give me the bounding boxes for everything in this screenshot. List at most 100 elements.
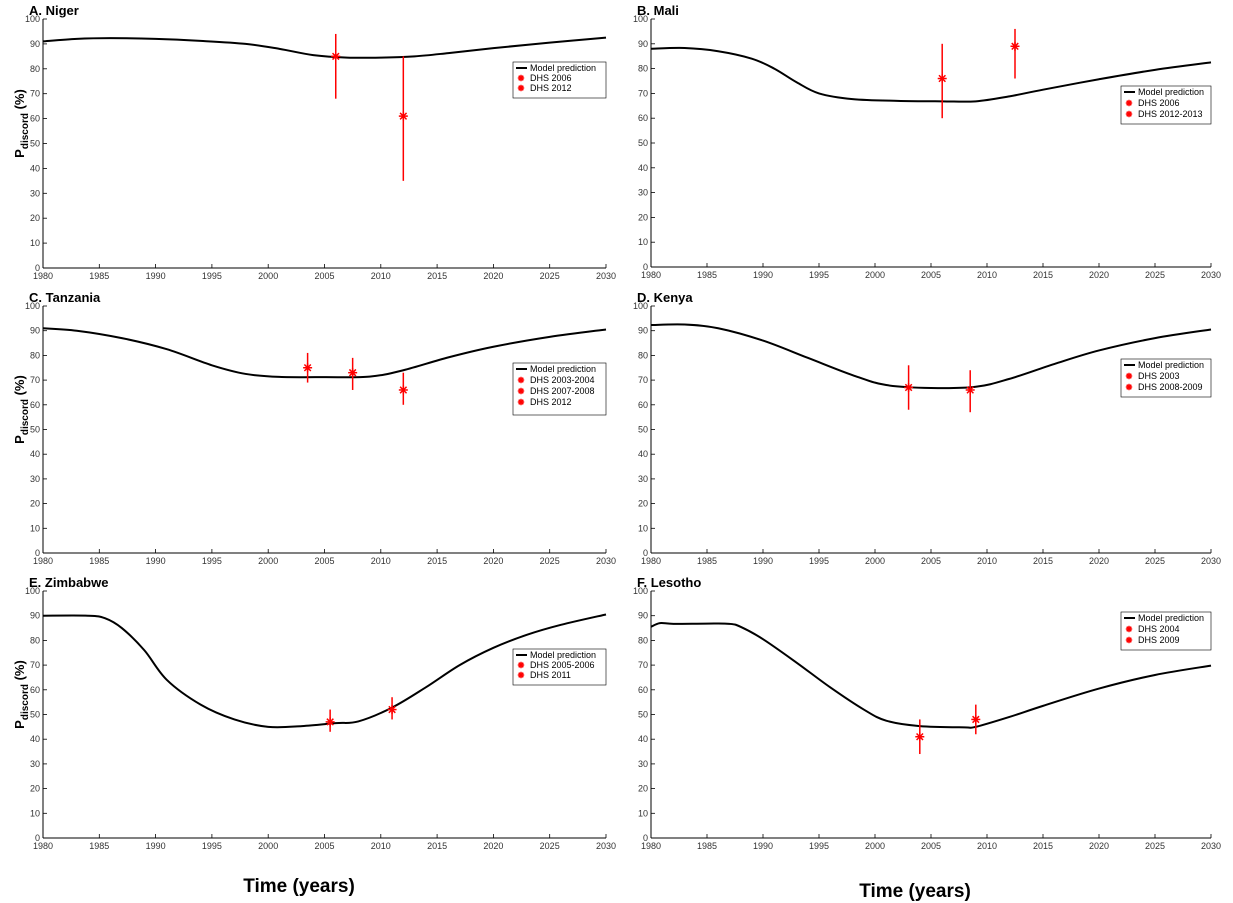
dhs-marker (303, 363, 313, 373)
x-tick-label: 2015 (427, 556, 447, 566)
x-tick-label: 2025 (1145, 270, 1165, 280)
y-tick-label: 30 (30, 188, 40, 198)
x-tick-label: 2015 (1033, 270, 1053, 280)
y-axis-label: Pdiscord (%) (12, 89, 31, 158)
x-tick-label: 1990 (146, 556, 166, 566)
dhs-marker-stroke (399, 112, 408, 120)
y-tick-label: 90 (30, 611, 40, 621)
dhs-marker (1010, 41, 1020, 51)
dhs-point (915, 719, 925, 755)
y-tick-label: 100 (633, 14, 648, 24)
y-tick-label: 40 (638, 449, 648, 459)
y-tick-label: 80 (638, 64, 648, 74)
dhs-marker (971, 714, 981, 724)
legend-box (512, 648, 607, 686)
x-tick-label: 2025 (1145, 841, 1165, 851)
y-tick-label: 70 (638, 88, 648, 98)
legend-label: DHS 2006 (1138, 98, 1180, 108)
dhs-marker-stroke (1126, 637, 1132, 643)
model-prediction-line (42, 327, 607, 379)
y-tick-label: 60 (30, 400, 40, 410)
x-tick-label: 2010 (371, 271, 391, 281)
dhs-point (387, 697, 397, 720)
x-tick-label: 1980 (33, 271, 53, 281)
x-tick-label: 2015 (427, 271, 447, 281)
legend-box (1120, 85, 1212, 125)
y-tick-label: 30 (30, 474, 40, 484)
dhs-point (348, 357, 358, 390)
legend-label: DHS 2012 (530, 397, 572, 407)
legend-label: DHS 2009 (1138, 635, 1180, 645)
y-tick-label: 90 (30, 326, 40, 336)
dhs-marker-stroke (1126, 384, 1132, 390)
legend-marker-swatch (1125, 372, 1133, 380)
legend-label: DHS 2005-2006 (530, 660, 595, 670)
y-tick-label: 60 (30, 114, 40, 124)
y-tick-label: 100 (25, 14, 40, 24)
x-tick-label: 1990 (753, 270, 773, 280)
x-tick-label: 1980 (641, 556, 661, 566)
x-tick-label: 2030 (1201, 270, 1221, 280)
y-tick-label: 10 (638, 808, 648, 818)
dhs-marker-stroke (1126, 111, 1132, 117)
x-tick-label: 2020 (483, 556, 503, 566)
dhs-marker (965, 385, 975, 395)
y-tick-label: 80 (30, 350, 40, 360)
y-tick-label: 100 (633, 586, 648, 596)
dhs-point (971, 704, 981, 735)
x-tick-label: 1995 (809, 841, 829, 851)
dhs-marker-stroke (348, 368, 357, 377)
x-tick-label: 1980 (641, 841, 661, 851)
y-tick-label: 80 (638, 350, 648, 360)
dhs-marker-stroke (972, 715, 980, 724)
dhs-marker (937, 74, 947, 84)
dhs-marker-stroke (399, 386, 408, 394)
x-tick-label: 2000 (865, 270, 885, 280)
y-tick-label: 60 (638, 113, 648, 123)
x-tick-label: 1980 (33, 556, 53, 566)
legend-label: DHS 2006 (530, 73, 572, 83)
legend-marker-swatch (517, 74, 525, 82)
x-tick-label: 2025 (540, 271, 560, 281)
y-tick-label: 70 (30, 89, 40, 99)
x-tick-label: 2020 (483, 841, 503, 851)
y-tick-label: 20 (638, 499, 648, 509)
y-tick-label: 70 (30, 660, 40, 670)
x-axis-title-right: Time (years) (859, 881, 971, 902)
panel-title: D. Kenya (637, 290, 693, 305)
dhs-marker (398, 385, 408, 395)
y-tick-label: 0 (643, 548, 648, 558)
x-tick-label: 2020 (483, 271, 503, 281)
y-tick-label: 20 (638, 784, 648, 794)
y-tick-label: 0 (35, 548, 40, 558)
dhs-marker-stroke (326, 718, 334, 726)
legend-label: DHS 2003-2004 (530, 375, 595, 385)
x-tick-label: 2020 (1089, 841, 1109, 851)
legend-label: DHS 2012-2013 (1138, 109, 1203, 119)
x-tick-label: 2005 (921, 556, 941, 566)
x-tick-label: 2000 (258, 271, 278, 281)
y-tick-label: 10 (638, 523, 648, 533)
dhs-marker-stroke (388, 705, 396, 714)
x-tick-label: 2000 (865, 556, 885, 566)
x-tick-label: 2000 (865, 841, 885, 851)
x-tick-label: 1990 (753, 841, 773, 851)
dhs-point (331, 33, 341, 99)
dhs-marker-stroke (303, 363, 312, 372)
y-tick-label: 10 (30, 238, 40, 248)
x-tick-label: 2005 (314, 556, 334, 566)
y-tick-label: 40 (30, 734, 40, 744)
dhs-marker-stroke (1126, 100, 1132, 106)
panel-title: F. Lesotho (637, 575, 701, 590)
y-axis-label: Pdiscord (%) (12, 375, 31, 444)
y-tick-label: 50 (638, 425, 648, 435)
dhs-marker (904, 383, 914, 393)
legend-label: DHS 2008-2009 (1138, 382, 1203, 392)
dhs-marker-stroke (518, 75, 524, 81)
model-prediction-line (650, 621, 1212, 729)
